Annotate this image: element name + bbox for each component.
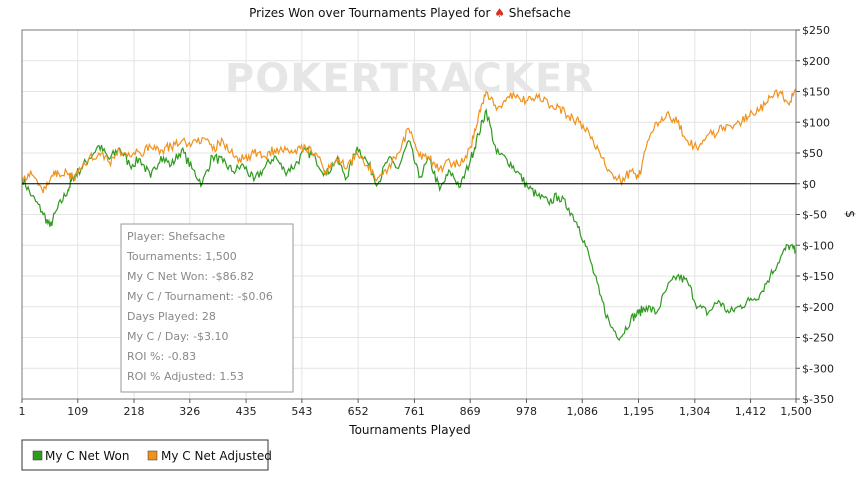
x-tick-label: 326 <box>179 405 200 418</box>
x-tick-label: 1,412 <box>735 405 767 418</box>
x-tick-label: 1,195 <box>623 405 655 418</box>
y-tick-label: $-300 <box>802 362 834 375</box>
legend-label-net-adjusted: My C Net Adjusted <box>161 449 272 463</box>
y-tick-label: $-150 <box>802 270 834 283</box>
x-tick-label: 1 <box>19 405 26 418</box>
stats-box: Player: Shefsache Tournaments: 1,500 My C … <box>120 223 294 393</box>
stats-line: My C / Day: -$3.10 <box>127 330 228 343</box>
legend-label-net-won: My C Net Won <box>45 449 129 463</box>
chart-title-player: Shefsache <box>505 6 571 20</box>
y-tick-label: $0 <box>802 178 816 191</box>
x-tick-label: 218 <box>124 405 145 418</box>
x-axis: 1 109 218 326 435 543 652 761 869 978 1,086 1,195 1,… <box>19 399 812 418</box>
legend-swatch-net-won <box>32 450 43 461</box>
y-tick-label: $-50 <box>802 209 827 222</box>
chart-title: Prizes Won over Tournaments Played for ♠… <box>249 6 571 20</box>
stats-line: My C / Tournament: -$0.06 <box>127 290 273 303</box>
x-tick-label: 869 <box>460 405 481 418</box>
stats-line: Days Played: 28 <box>127 310 216 323</box>
spade-icon: ♠ <box>494 6 505 20</box>
x-tick-label: 978 <box>516 405 537 418</box>
y-tick-label: $250 <box>802 24 830 37</box>
y-tick-label: $200 <box>802 55 830 68</box>
x-tick-label: 652 <box>348 405 369 418</box>
stats-line: Player: Shefsache <box>127 230 225 243</box>
y-tick-label: $-100 <box>802 239 834 252</box>
series-line-net-won <box>21 107 797 342</box>
y-axis-label: $ <box>843 210 857 218</box>
y-tick-label: $-200 <box>802 301 834 314</box>
y-tick-label: $50 <box>802 147 823 160</box>
chart-title-text: Prizes Won over Tournaments Played for <box>249 6 494 20</box>
stats-line: My C Net Won: -$86.82 <box>127 270 254 283</box>
x-tick-label: 543 <box>291 405 312 418</box>
y-tick-label: $-350 <box>802 393 834 406</box>
x-tick-label: 761 <box>404 405 425 418</box>
stats-line: ROI %: -0.83 <box>127 350 196 363</box>
y-tick-label: $-250 <box>802 332 834 345</box>
x-axis-label: Tournaments Played <box>348 423 470 437</box>
series-line-net-adjusted <box>21 88 797 194</box>
stats-line: ROI % Adjusted: 1.53 <box>127 370 244 383</box>
x-tick-label: 1,304 <box>679 405 711 418</box>
legend: My C Net Won My C Net Adjusted <box>21 439 272 471</box>
x-tick-label: 435 <box>236 405 257 418</box>
series-lines <box>21 88 797 342</box>
watermark: POKERTRACKER <box>225 56 595 102</box>
x-tick-label: 1,086 <box>566 405 598 418</box>
x-tick-label: 1,500 <box>780 405 812 418</box>
stats-line: Tournaments: 1,500 <box>126 250 237 263</box>
y-tick-label: $100 <box>802 116 830 129</box>
y-tick-label: $150 <box>802 86 830 99</box>
x-tick-label: 109 <box>67 405 88 418</box>
y-axis: $250 $200 $150 $100 $50 $0 $-50 $-100 $-150 $-200… <box>796 24 834 406</box>
legend-swatch-net-adjusted <box>147 450 158 461</box>
